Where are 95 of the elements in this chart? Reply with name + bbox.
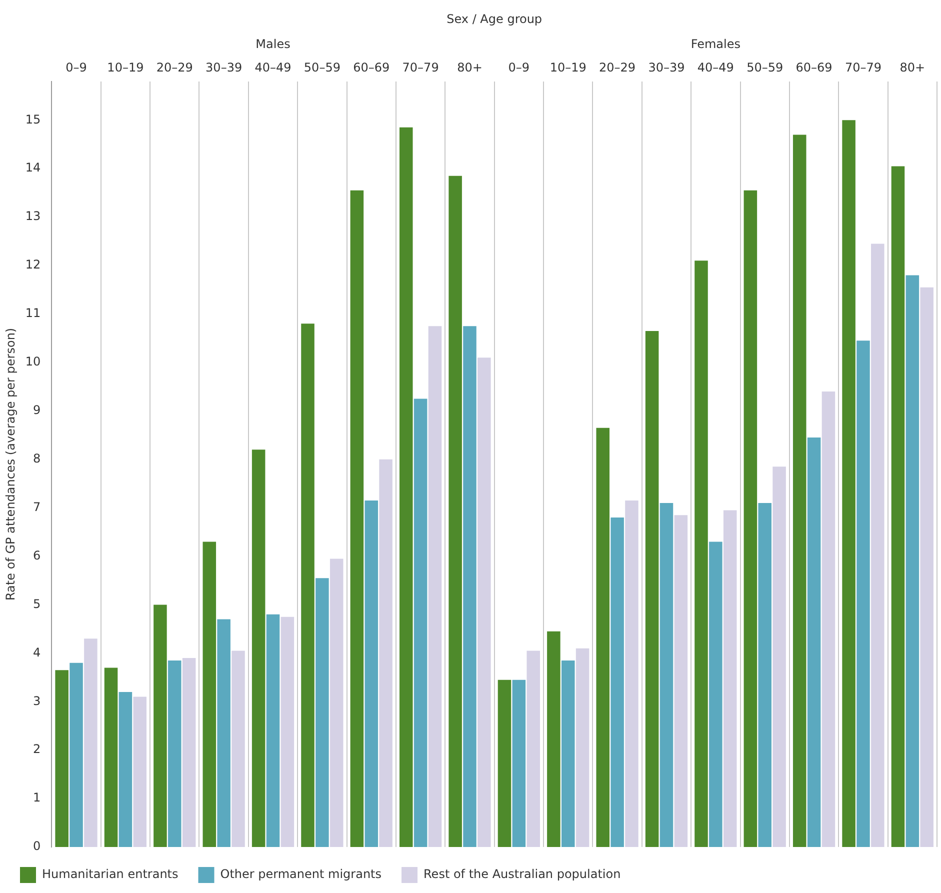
bar [792,134,806,847]
text: Males [256,37,290,52]
x-tick-label: 80+ [457,60,482,74]
bar [428,326,442,847]
bar [891,166,905,847]
bar [202,542,216,847]
bar [379,459,392,847]
y-tick-label: 8 [33,451,41,466]
x-tick-label: 0–9 [508,60,530,74]
bar [217,619,230,847]
y-tick-label: 6 [33,548,41,562]
bar [154,604,167,847]
bar [104,668,118,847]
bar [709,542,722,847]
x-tick-label: 20–29 [599,60,636,74]
bar [822,392,836,847]
bar [645,330,659,847]
x-tick-label: 10–19 [107,60,144,74]
bar [526,650,540,847]
bar [414,398,428,847]
y-tick-label: 11 [25,306,41,320]
y-axis-title: Rate of GP attendances (average per person) [3,328,18,601]
bar [596,428,610,847]
y-tick-label: 12 [25,258,41,272]
bar [561,660,575,847]
y-tick-label: 2 [33,742,41,756]
legend-label: Rest of the Australian population [424,867,621,882]
bar [463,326,476,847]
x-tick-label: 70–79 [844,60,882,74]
bar [920,287,934,847]
x-tick-label: 40–49 [697,60,734,74]
x-tick-label: 50–59 [304,60,340,74]
bar [252,450,266,847]
bar [55,670,68,847]
x-axis-title: Sex / Age group [446,12,542,26]
x-tick-label: 0–9 [66,60,87,74]
y-tick-label: 15 [25,112,41,126]
x-tick-label: 20–29 [156,60,193,74]
bar [168,660,182,847]
y-tick-label: 3 [33,694,41,708]
bar [807,438,821,847]
bar [448,176,462,847]
bar [118,692,132,847]
bar [316,578,329,847]
y-tick-label: 9 [33,403,41,418]
text: Females [690,37,740,52]
bar [744,190,758,847]
bar [364,500,378,847]
bar [498,680,512,847]
x-tick-label: 50–59 [746,60,784,74]
bar [478,358,491,847]
bar [301,324,314,847]
x-tick-label: 80+ [900,60,926,74]
x-tick-label: 30–39 [206,60,242,74]
legend-label: Humanitarian entrants [42,867,178,882]
bar [610,518,624,847]
bar [758,502,772,847]
bar [625,500,638,847]
x-tick-label: 40–49 [254,60,292,74]
bar [182,658,196,847]
x-tick-label: 70–79 [402,60,439,74]
x-tick-label: 10–19 [550,60,586,74]
bar [871,244,884,847]
bar [280,616,294,847]
bar [350,190,364,847]
y-tick-label: 10 [25,354,41,369]
bar [576,648,590,847]
y-tick-label: 0 [33,839,41,854]
bar [660,502,674,847]
x-tick-label: 60–69 [353,60,390,74]
bar [330,558,344,847]
bar [723,510,737,847]
bar [906,275,920,847]
bar [512,680,526,847]
bar [772,466,786,847]
y-tick-label: 5 [33,596,41,611]
y-tick-label: 1 [33,790,41,805]
bar [133,696,147,847]
bar [694,260,708,847]
x-tick-label: 30–39 [648,60,685,74]
bar [84,638,98,847]
legend-label: Other permanent migrants [220,867,382,882]
y-tick-label: 13 [25,209,41,224]
bar [856,340,870,847]
bar [399,127,413,847]
y-tick-label: 4 [33,645,41,660]
bar [674,515,688,847]
bar [842,120,856,847]
y-tick-label: 7 [33,500,41,514]
x-tick-label: 60–69 [796,60,832,74]
y-tick-label: 14 [25,160,41,175]
bar [232,650,245,847]
bar [70,662,83,847]
bar [547,631,560,847]
bar [266,614,280,847]
